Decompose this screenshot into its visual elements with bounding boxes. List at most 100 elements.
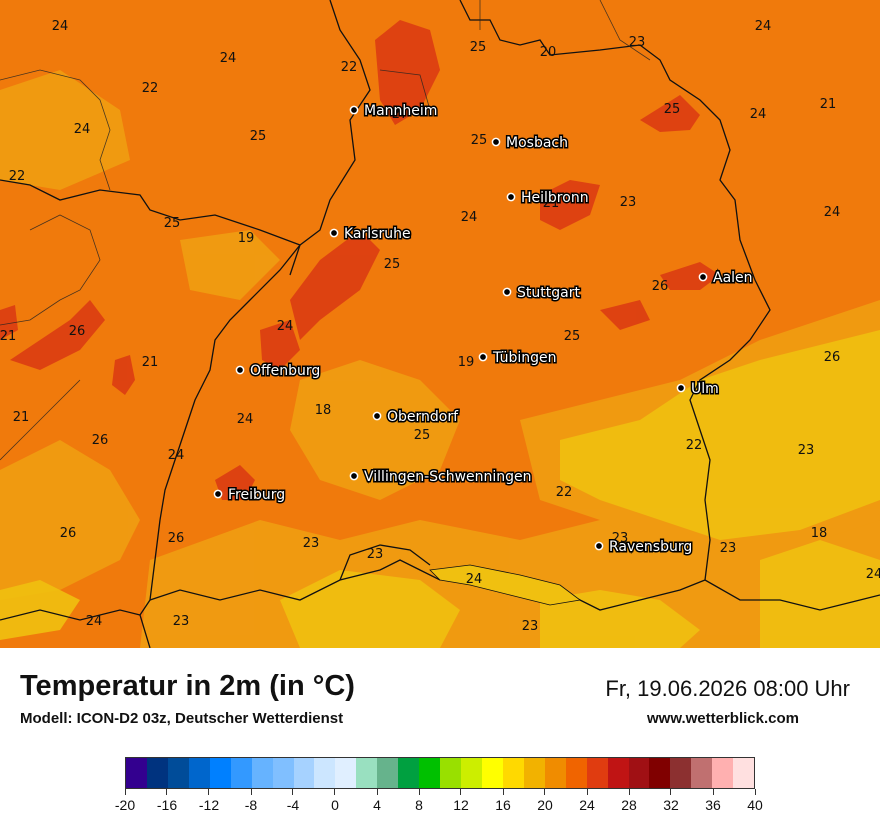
city-marker: [698, 272, 708, 282]
city-label: Mosbach: [506, 135, 568, 151]
scale-tick: [544, 789, 546, 795]
forecast-datetime: Fr, 19.06.2026 08:00 Uhr: [605, 676, 850, 701]
scale-tick: [124, 789, 126, 795]
temperature-value: 24: [237, 412, 254, 427]
temperature-value: 24: [866, 567, 880, 582]
scale-tick-label: -8: [244, 797, 258, 813]
city-label: Offenburg: [250, 363, 320, 379]
temperature-value: 25: [384, 257, 401, 272]
temperature-value: 24: [755, 19, 772, 34]
temperature-value: 21: [543, 196, 560, 211]
temperature-value: 26: [824, 350, 841, 365]
temperature-value: 24: [86, 614, 103, 629]
scale-swatch: [712, 758, 734, 788]
temperature-value: 25: [250, 129, 267, 144]
temperature-value: 22: [341, 60, 358, 75]
scale-swatch: [607, 758, 629, 788]
temperature-map: 24 24 22 25 20 23 25 24 22 24 25 27 25 24 21 22 23 24 21 25…: [0, 0, 880, 648]
scale-tick-label: 40: [747, 797, 763, 813]
scale-swatch: [733, 758, 755, 788]
temperature-value: 20: [540, 45, 557, 60]
city-marker: [349, 105, 359, 115]
scale-tick-label: 16: [495, 797, 511, 813]
temperature-value: 19: [238, 231, 255, 246]
city-label: Freiburg: [228, 487, 285, 503]
city-marker: [502, 287, 512, 297]
temperature-value: 25: [470, 40, 487, 55]
temperature-value: 23: [720, 541, 737, 556]
scale-swatch: [272, 758, 294, 788]
temperature-value: 22: [142, 81, 159, 96]
temperature-value: 21: [142, 355, 159, 370]
temperature-value: 23: [620, 195, 637, 210]
scale-swatch: [586, 758, 608, 788]
temperature-value: 23: [798, 443, 815, 458]
scale-tick: [208, 789, 210, 795]
map-title: Temperatur in 2m (in °C): [20, 670, 355, 702]
scale-swatch: [167, 758, 189, 788]
scale-swatch: [126, 758, 147, 788]
temperature-value: 25: [664, 102, 681, 117]
color-scale-bar: [125, 757, 755, 789]
scale-tick-label: 32: [663, 797, 679, 813]
temperature-value: 26: [652, 279, 669, 294]
city-label: Heilbronn: [521, 190, 589, 206]
scale-swatch: [691, 758, 713, 788]
regional-borders: [0, 0, 651, 461]
scale-tick-label: -4: [286, 797, 300, 813]
scale-swatch: [544, 758, 566, 788]
temperature-value: 19: [458, 355, 475, 370]
temperature-value: 23: [173, 614, 190, 629]
temperature-value: 26: [168, 531, 185, 546]
temperature-value: 27: [392, 107, 409, 122]
city-marker: [491, 137, 501, 147]
city-marker: [506, 192, 516, 202]
scale-tick: [670, 789, 672, 795]
temperature-value: 21: [820, 97, 837, 112]
scale-swatch: [398, 758, 420, 788]
scale-tick: [712, 789, 714, 795]
city-label: Ulm: [691, 381, 719, 397]
scale-swatch: [209, 758, 231, 788]
temperature-labels: 24 24 22 25 20 23 25 24 22 24 25 27 25 24 21 22 23 24 21 25…: [0, 19, 880, 634]
temperature-value: 22: [9, 169, 26, 184]
scale-tick: [334, 789, 336, 795]
scale-swatch: [440, 758, 461, 788]
city-label: Mannheim: [364, 103, 437, 119]
scale-swatch: [146, 758, 168, 788]
scale-swatch: [649, 758, 671, 788]
temperature-value: 24: [74, 122, 91, 137]
scale-swatch: [481, 758, 503, 788]
warm-zones: [0, 20, 720, 500]
city-marker: [478, 352, 488, 362]
temperature-value: 23: [522, 619, 539, 634]
city-label: Karlsruhe: [344, 226, 411, 242]
temperature-value: 18: [811, 526, 828, 541]
scale-swatch: [335, 758, 357, 788]
temperature-value: 23: [629, 35, 646, 50]
temperature-value: 25: [414, 428, 431, 443]
city-label: Tübingen: [492, 350, 557, 366]
temperature-value: 22: [556, 485, 573, 500]
temperature-value: 24: [168, 448, 185, 463]
temperature-value: 23: [612, 531, 629, 546]
scale-swatch: [565, 758, 587, 788]
scale-tick: [418, 789, 420, 795]
temperature-value: 26: [69, 324, 86, 339]
scale-swatch: [230, 758, 252, 788]
temperature-value: 21: [0, 329, 16, 344]
temperature-value: 24: [466, 572, 483, 587]
city-label: Oberndorf: [387, 409, 459, 425]
temperature-value: 22: [686, 438, 703, 453]
temperature-value: 21: [13, 410, 30, 425]
model-info: Modell: ICON-D2 03z, Deutscher Wetterdie…: [20, 710, 344, 727]
temperature-value: 18: [315, 403, 332, 418]
temperature-value: 23: [303, 536, 320, 551]
temperature-value: 25: [564, 329, 581, 344]
city-label: Stuttgart: [517, 285, 580, 301]
website-link[interactable]: www.wetterblick.com: [647, 710, 799, 727]
scale-swatch: [377, 758, 399, 788]
cities: Mannheim Mosbach Heilbronn Karlsruhe Aalen St…: [213, 102, 754, 557]
scale-tick: [502, 789, 504, 795]
scale-tick-label: 36: [705, 797, 721, 813]
